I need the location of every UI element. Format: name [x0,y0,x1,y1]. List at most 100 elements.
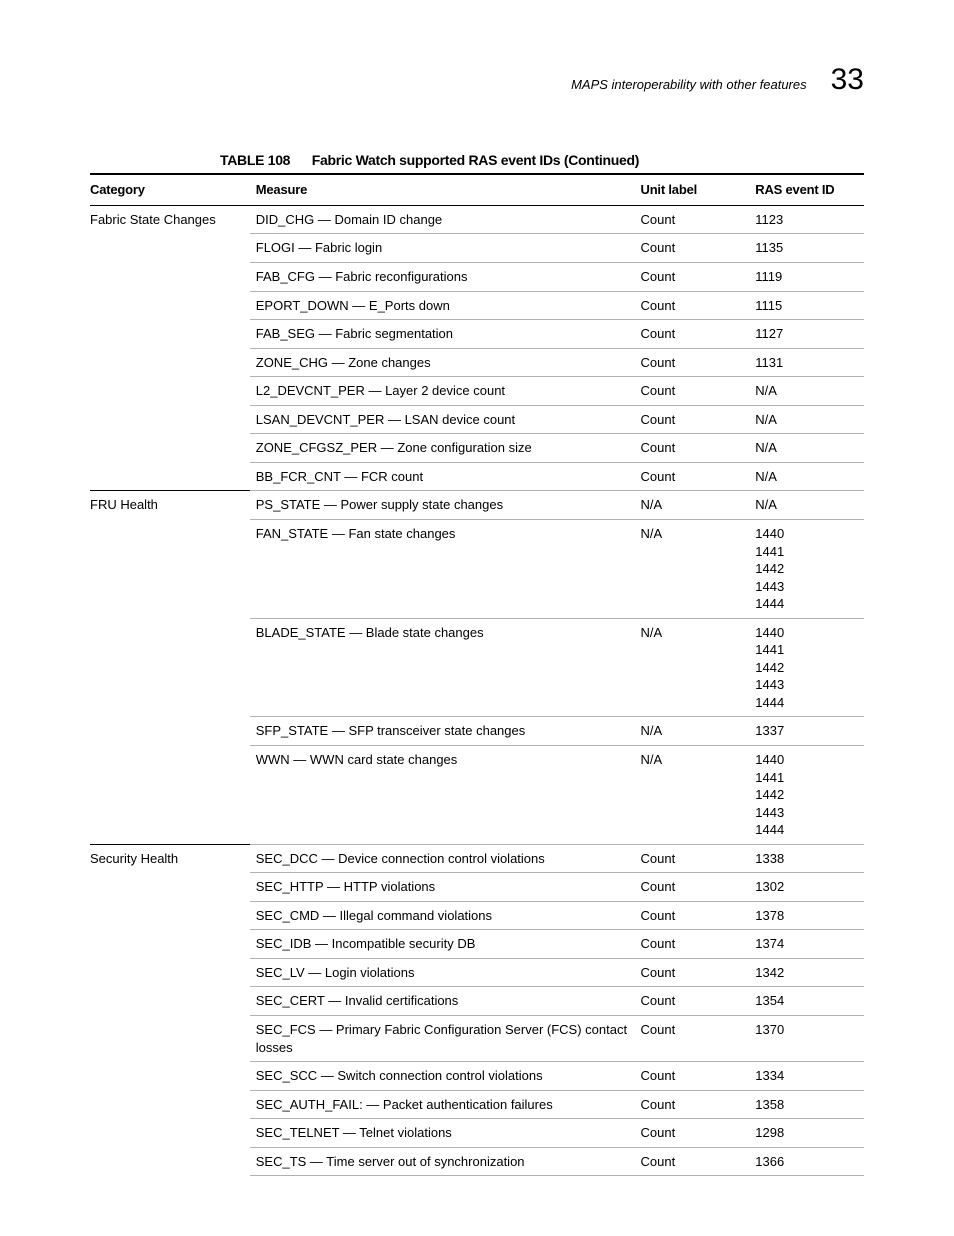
measure-cell: SEC_TS — Time server out of synchronizat… [250,1147,635,1176]
unit-cell: Count [635,263,750,292]
unit-cell: Count [635,1015,750,1061]
unit-cell: Count [635,844,750,873]
table-caption: TABLE 108 Fabric Watch supported RAS eve… [90,151,864,170]
unit-cell: Count [635,958,750,987]
unit-cell: Count [635,405,750,434]
unit-cell: Count [635,873,750,902]
running-header-title: MAPS interoperability with other feature… [571,76,807,94]
unit-cell: N/A [635,717,750,746]
unit-cell: Count [635,462,750,491]
measure-cell: FAB_SEG — Fabric segmentation [250,320,635,349]
unit-cell: Count [635,1090,750,1119]
ras-event-id-value: 1441 [755,641,858,659]
ras-event-id-cell: N/A [749,434,864,463]
ras-event-id-cell: 14401441144214431444 [749,618,864,717]
measure-cell: SEC_AUTH_FAIL: — Packet authentication f… [250,1090,635,1119]
ras-event-id-cell: 1337 [749,717,864,746]
ras-event-id-cell: 1334 [749,1062,864,1091]
measure-cell: WWN — WWN card state changes [250,745,635,844]
ras-event-id-cell: 1115 [749,291,864,320]
ras-event-id-cell: 1123 [749,205,864,234]
ras-event-id-cell: 1127 [749,320,864,349]
ras-event-id-cell: 1378 [749,901,864,930]
ras-event-id-value: 1444 [755,694,858,712]
table-header-row: Category Measure Unit label RAS event ID [90,174,864,205]
ras-event-id-cell: 1374 [749,930,864,959]
unit-cell: Count [635,320,750,349]
measure-cell: SEC_DCC — Device connection control viol… [250,844,635,873]
unit-cell: Count [635,901,750,930]
ras-event-id-cell: 1135 [749,234,864,263]
unit-cell: Count [635,987,750,1016]
unit-cell: Count [635,930,750,959]
ras-event-id-cell: 1370 [749,1015,864,1061]
unit-cell: Count [635,1147,750,1176]
ras-event-id-value: 1440 [755,751,858,769]
ras-event-id-cell: 1302 [749,873,864,902]
measure-cell: FAB_CFG — Fabric reconfigurations [250,263,635,292]
unit-cell: Count [635,205,750,234]
ras-event-id-value: 1441 [755,543,858,561]
category-cell: FRU Health [90,491,250,844]
ras-event-id-cell: N/A [749,377,864,406]
col-header-category: Category [90,174,250,205]
ras-event-id-cell: 1358 [749,1090,864,1119]
table-row: Fabric State ChangesDID_CHG — Domain ID … [90,205,864,234]
ras-event-id-value: 1440 [755,525,858,543]
measure-cell: LSAN_DEVCNT_PER — LSAN device count [250,405,635,434]
unit-cell: N/A [635,618,750,717]
unit-cell: Count [635,377,750,406]
measure-cell: BLADE_STATE — Blade state changes [250,618,635,717]
measure-cell: L2_DEVCNT_PER — Layer 2 device count [250,377,635,406]
unit-cell: N/A [635,519,750,618]
measure-cell: ZONE_CFGSZ_PER — Zone configuration size [250,434,635,463]
ras-event-id-value: 1442 [755,560,858,578]
ras-event-id-cell: 1354 [749,987,864,1016]
measure-cell: SEC_CMD — Illegal command violations [250,901,635,930]
ras-event-id-cell: N/A [749,405,864,434]
unit-cell: Count [635,348,750,377]
category-cell: Security Health [90,844,250,1176]
ras-event-id-cell: 1298 [749,1119,864,1148]
category-cell: Fabric State Changes [90,205,250,490]
ras-event-id-value: 1442 [755,659,858,677]
table-row: FRU HealthPS_STATE — Power supply state … [90,491,864,520]
unit-cell: N/A [635,745,750,844]
measure-cell: SFP_STATE — SFP transceiver state change… [250,717,635,746]
col-header-unit: Unit label [635,174,750,205]
ras-event-id-value: 1444 [755,821,858,839]
table-title: Fabric Watch supported RAS event IDs (Co… [312,152,639,168]
ras-event-id-value: 1443 [755,578,858,596]
ras-event-id-cell: 1342 [749,958,864,987]
table-row: Security HealthSEC_DCC — Device connecti… [90,844,864,873]
unit-cell: Count [635,1119,750,1148]
measure-cell: SEC_SCC — Switch connection control viol… [250,1062,635,1091]
ras-event-id-value: 1443 [755,676,858,694]
ras-event-id-cell: 1338 [749,844,864,873]
measure-cell: EPORT_DOWN — E_Ports down [250,291,635,320]
col-header-ras: RAS event ID [749,174,864,205]
measure-cell: SEC_FCS — Primary Fabric Configuration S… [250,1015,635,1061]
measure-cell: ZONE_CHG — Zone changes [250,348,635,377]
ras-event-id-cell: N/A [749,462,864,491]
measure-cell: SEC_IDB — Incompatible security DB [250,930,635,959]
ras-event-id-value: 1443 [755,804,858,822]
unit-cell: Count [635,291,750,320]
ras-event-id-cell: N/A [749,491,864,520]
ras-event-id-value: 1442 [755,786,858,804]
measure-cell: SEC_TELNET — Telnet violations [250,1119,635,1148]
ras-event-id-cell: 1131 [749,348,864,377]
ras-event-id-value: 1444 [755,595,858,613]
measure-cell: SEC_LV — Login violations [250,958,635,987]
measure-cell: FAN_STATE — Fan state changes [250,519,635,618]
measure-cell: DID_CHG — Domain ID change [250,205,635,234]
measure-cell: PS_STATE — Power supply state changes [250,491,635,520]
ras-event-id-cell: 1119 [749,263,864,292]
ras-event-id-value: 1441 [755,769,858,787]
measure-cell: SEC_CERT — Invalid certifications [250,987,635,1016]
chapter-number: 33 [831,60,864,101]
ras-event-table: Category Measure Unit label RAS event ID… [90,173,864,1176]
measure-cell: SEC_HTTP — HTTP violations [250,873,635,902]
ras-event-id-cell: 14401441144214431444 [749,519,864,618]
measure-cell: FLOGI — Fabric login [250,234,635,263]
